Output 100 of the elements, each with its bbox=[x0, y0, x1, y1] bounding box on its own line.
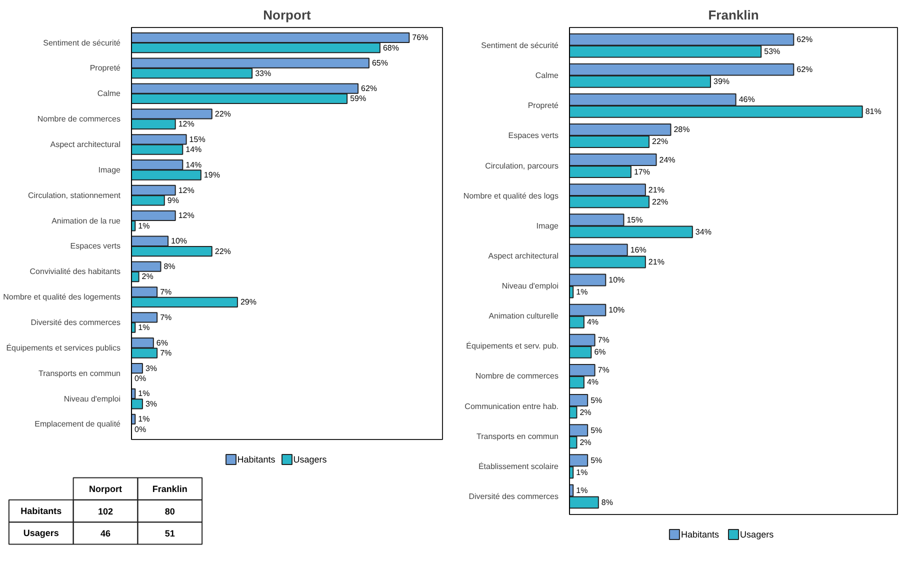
data-label: 7% bbox=[160, 312, 172, 322]
data-label: 10% bbox=[608, 276, 625, 285]
data-label: 1% bbox=[138, 323, 150, 332]
data-label: 62% bbox=[796, 65, 813, 74]
data-label: 17% bbox=[634, 167, 650, 176]
y-tick-label: Image bbox=[98, 165, 122, 174]
data-label: 8% bbox=[164, 262, 176, 272]
y-tick-label: Image bbox=[536, 221, 560, 230]
data-label: 81% bbox=[865, 107, 882, 116]
data-label: 10% bbox=[608, 306, 625, 315]
y-tick-label: Transports en commun bbox=[38, 368, 121, 378]
data-label: 46% bbox=[738, 95, 755, 104]
y-tick-label: Diversité des commerces bbox=[468, 492, 559, 501]
y-tick-label: Circulation, parcours bbox=[485, 161, 559, 170]
y-tick-label: Nombre et qualité des logements bbox=[3, 292, 121, 302]
legend-label: Usagers bbox=[740, 530, 774, 540]
data-label: 15% bbox=[626, 215, 643, 224]
legend-label: Habitants bbox=[237, 454, 276, 464]
data-label: 102 bbox=[98, 506, 114, 516]
y-tick-label: Nombre de commerces bbox=[475, 372, 559, 381]
data-label: 28% bbox=[674, 125, 690, 134]
data-label: 9% bbox=[167, 196, 179, 205]
data-label: 2% bbox=[142, 272, 154, 282]
data-label: 76% bbox=[412, 33, 428, 42]
y-tick-label: Établissement scolaire bbox=[478, 462, 560, 471]
data-label: 46 bbox=[100, 528, 111, 539]
data-label: 24% bbox=[659, 155, 676, 164]
y-tick-label: Propreté bbox=[90, 64, 122, 73]
data-label: 1% bbox=[138, 221, 150, 230]
data-label: 19% bbox=[204, 170, 220, 180]
data-label: 5% bbox=[590, 426, 602, 435]
data-label: 5% bbox=[590, 396, 602, 405]
data-label: 80 bbox=[164, 506, 175, 516]
data-label: 4% bbox=[586, 378, 599, 387]
data-label: 6% bbox=[156, 338, 168, 348]
y-tick-label: Aspect architectural bbox=[50, 140, 121, 149]
legend-label: Habitants bbox=[681, 530, 720, 540]
data-label: 4% bbox=[586, 318, 599, 327]
y-tick-label: Propreté bbox=[528, 101, 560, 110]
legend-label: Usagers bbox=[293, 454, 328, 464]
y-tick-label: Animation culturelle bbox=[488, 312, 560, 321]
data-label: 22% bbox=[652, 137, 668, 146]
data-label: 33% bbox=[255, 68, 272, 78]
data-label: 62% bbox=[361, 84, 378, 94]
y-tick-label: Espaces verts bbox=[508, 131, 559, 140]
y-tick-label: Niveau d'emploi bbox=[502, 282, 559, 291]
data-label: 12% bbox=[178, 211, 194, 220]
data-label: 15% bbox=[189, 134, 206, 144]
data-label: 62% bbox=[796, 35, 813, 44]
data-label: 53% bbox=[764, 47, 780, 56]
data-label: 0% bbox=[134, 424, 146, 434]
data-label: 5% bbox=[590, 456, 602, 465]
data-label: 29% bbox=[240, 298, 256, 307]
data-label: 1% bbox=[576, 468, 588, 477]
data-label: 12% bbox=[178, 120, 194, 129]
y-tick-label: Convivialité des habitants bbox=[30, 267, 120, 276]
y-tick-label: Espaces verts bbox=[70, 242, 121, 251]
y-tick-label: Équipements et services publics bbox=[6, 343, 121, 352]
data-label: 2% bbox=[580, 408, 592, 417]
y-tick-label: Usagers bbox=[23, 528, 59, 538]
data-label: 7% bbox=[598, 366, 610, 375]
y-tick-label: Sentiment de sécurité bbox=[43, 38, 122, 48]
data-label: 68% bbox=[382, 43, 399, 52]
y-tick-label: Communication entre hab. bbox=[464, 402, 558, 411]
y-tick-label: Calme bbox=[535, 71, 560, 80]
data-label: 22% bbox=[214, 109, 231, 118]
data-label: 1% bbox=[138, 414, 150, 424]
data-label: 14% bbox=[186, 160, 202, 170]
y-tick-label: Circulation, stationnement bbox=[28, 190, 122, 200]
data-label: 7% bbox=[598, 336, 610, 345]
data-label: 7% bbox=[160, 348, 172, 358]
y-tick-label: Diversité des commerces bbox=[30, 318, 121, 328]
data-label: 21% bbox=[648, 257, 664, 266]
data-label: 16% bbox=[630, 245, 646, 254]
bar bbox=[132, 362, 143, 374]
y-tick-label: Transports en commun bbox=[476, 432, 559, 441]
data-label: 21% bbox=[648, 185, 664, 194]
data-label: 2% bbox=[580, 438, 592, 447]
chart-title: Franklin bbox=[708, 8, 759, 22]
y-tick-label: Calme bbox=[97, 89, 122, 98]
data-label: 39% bbox=[714, 77, 730, 86]
data-label: 1% bbox=[576, 288, 588, 297]
data-label: 3% bbox=[145, 399, 158, 408]
y-tick-label: Aspect architectural bbox=[488, 251, 559, 260]
y-tick-label: Niveau d'emploi bbox=[64, 394, 121, 404]
data-label: 6% bbox=[594, 348, 606, 357]
data-label: 7% bbox=[160, 287, 172, 296]
data-label: 51 bbox=[164, 528, 175, 539]
data-label: 10% bbox=[171, 236, 188, 246]
data-label: 0% bbox=[134, 374, 146, 383]
y-tick-label: Équipements et serv. pub. bbox=[466, 342, 559, 351]
data-label: 12% bbox=[178, 186, 194, 195]
data-label: 1% bbox=[138, 389, 150, 398]
y-tick-label: Emplacement de qualité bbox=[34, 420, 122, 429]
y-tick-label: Nombre de commerces bbox=[37, 114, 121, 124]
data-label: 22% bbox=[652, 197, 668, 206]
data-label: 3% bbox=[145, 364, 158, 373]
chart-title: Norport bbox=[263, 8, 312, 22]
data-label: 1% bbox=[576, 486, 588, 495]
data-label: 65% bbox=[372, 58, 388, 68]
